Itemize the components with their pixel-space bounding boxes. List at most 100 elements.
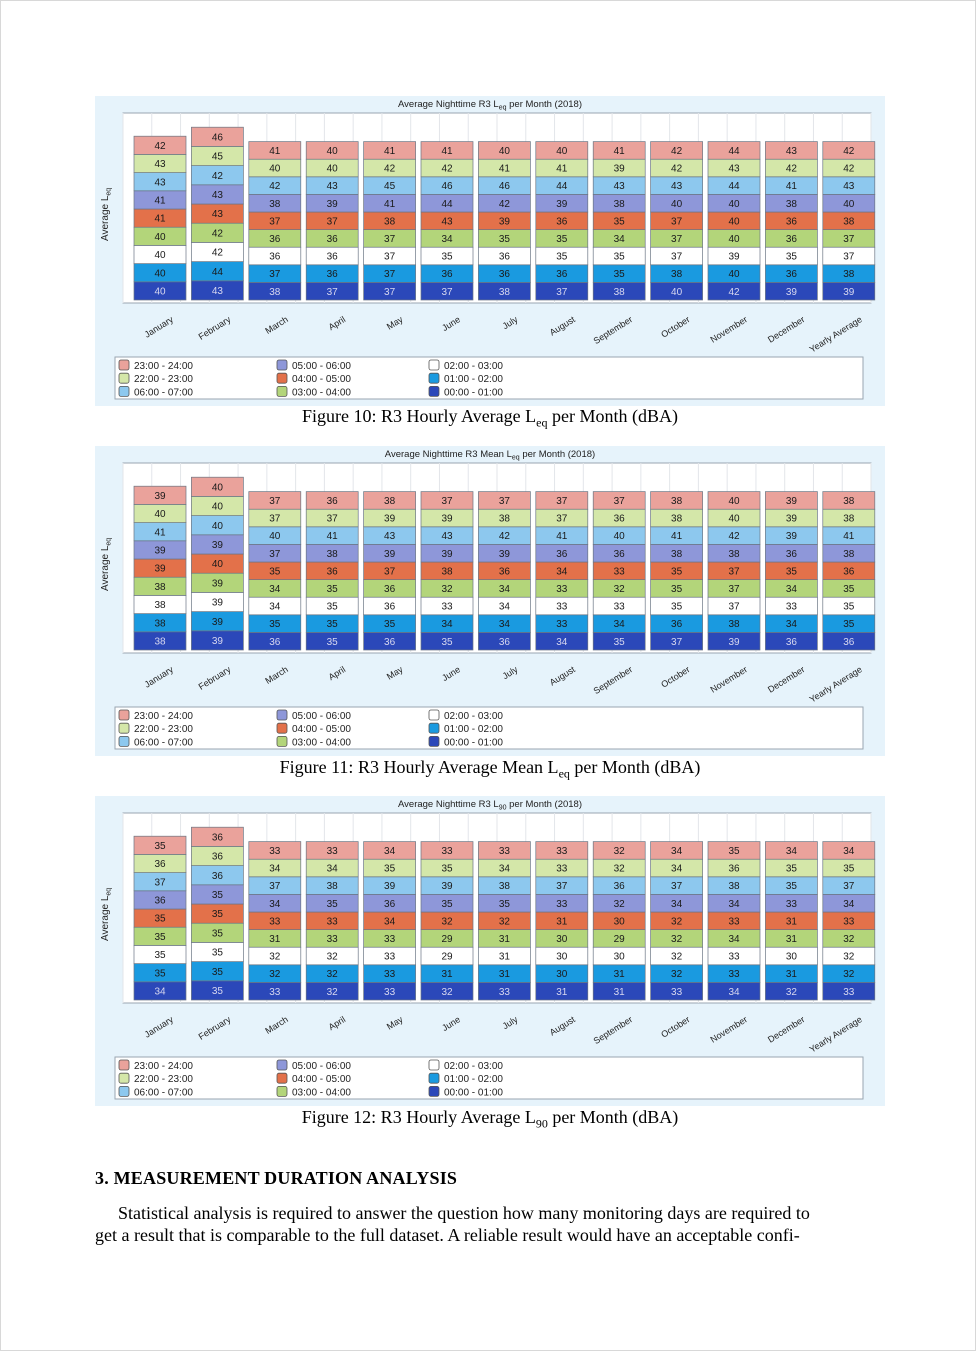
bar-value-label: 35: [384, 619, 396, 630]
bar-value-label: 39: [728, 252, 740, 263]
bar-value-label: 41: [499, 164, 511, 175]
legend-label: 00:00 - 01:00: [444, 737, 503, 748]
bar-value-label: 40: [843, 199, 855, 210]
bar-value-label: 34: [556, 637, 568, 648]
bar-value-label: 37: [671, 252, 683, 263]
bar-value-label: 33: [269, 987, 281, 998]
bar-value-label: 38: [786, 199, 798, 210]
bar-value-label: 33: [384, 987, 396, 998]
bar-value-label: 33: [327, 846, 339, 857]
bar-value-label: 36: [384, 584, 396, 595]
legend-swatch: [118, 359, 130, 371]
bar-value-label: 39: [843, 287, 855, 298]
legend-swatch: [276, 709, 288, 721]
bar-value-label: 37: [384, 252, 396, 263]
bar-value-label: 43: [154, 177, 166, 188]
bar-value-label: 34: [269, 584, 281, 595]
category-label: August: [548, 1014, 577, 1038]
bar-value-label: 35: [556, 252, 568, 263]
bar-value-label: 32: [786, 987, 798, 998]
bar-value-label: 36: [843, 637, 855, 648]
bar-segment: [478, 141, 531, 160]
bar-segment: [363, 141, 416, 160]
bar-segment: [420, 841, 474, 860]
bar-value-label: 43: [212, 286, 224, 297]
bar-value-label: 41: [327, 531, 339, 542]
bar-value-label: 33: [556, 864, 568, 875]
legend-label: 22:00 - 23:00: [134, 374, 193, 385]
legend-swatch: [118, 1085, 130, 1097]
bar-value-label: 44: [728, 146, 740, 157]
bar-value-label: 36: [441, 269, 453, 280]
bar-value-label: 41: [671, 531, 683, 542]
bar-value-label: 34: [269, 602, 281, 613]
bar-value-label: 36: [786, 549, 798, 560]
legend-label: 03:00 - 04:00: [292, 387, 351, 398]
bar-value-label: 40: [671, 287, 683, 298]
category-label: July: [501, 1014, 520, 1031]
bar-segment: [535, 141, 589, 160]
bar-value-label: 46: [499, 181, 511, 192]
legend-label: 02:00 - 03:00: [444, 361, 503, 372]
bar-value-label: 37: [441, 496, 453, 507]
bar-value-label: 41: [556, 164, 568, 175]
bar-value-label: 34: [441, 234, 453, 245]
bar-value-label: 37: [384, 234, 396, 245]
bar-value-label: 32: [614, 584, 626, 595]
bar-value-label: 38: [671, 496, 683, 507]
bar-value-label: 35: [556, 234, 568, 245]
bar-value-label: 39: [441, 549, 453, 560]
bar-value-label: 44: [728, 181, 740, 192]
legend-swatch: [276, 1072, 288, 1084]
bar-value-label: 34: [671, 864, 683, 875]
bar-value-label: 35: [786, 252, 798, 263]
bar-segment: [305, 491, 359, 510]
legend-label: 02:00 - 03:00: [444, 1061, 503, 1072]
bar-value-label: 41: [154, 214, 166, 225]
bar-value-label: 33: [556, 602, 568, 613]
bar-value-label: 37: [441, 287, 453, 298]
bar-segment: [650, 841, 703, 860]
bar-value-label: 42: [499, 199, 511, 210]
bar-value-label: 39: [614, 164, 626, 175]
bar-value-label: 30: [786, 952, 798, 963]
bar-value-label: 38: [843, 496, 855, 507]
category-label: October: [659, 314, 691, 339]
bar-value-label: 30: [556, 934, 568, 945]
bar-value-label: 32: [327, 987, 339, 998]
category-label: January: [143, 314, 176, 340]
bar-value-label: 31: [786, 934, 798, 945]
bar-value-label: 33: [614, 602, 626, 613]
bar-value-label: 33: [614, 566, 626, 577]
bar-value-label: 34: [499, 864, 511, 875]
bar-segment: [191, 826, 244, 847]
bar-value-label: 37: [728, 602, 740, 613]
legend-swatch: [118, 385, 130, 397]
bar-value-label: 35: [384, 864, 396, 875]
y-axis-label: Average Leq: [100, 538, 113, 591]
bar-value-label: 32: [441, 916, 453, 927]
y-axis-label: Average Leq: [100, 188, 113, 241]
category-label: October: [659, 664, 691, 689]
bar-value-label: 34: [728, 934, 740, 945]
bar-value-label: 36: [728, 864, 740, 875]
bar-value-label: 33: [786, 602, 798, 613]
bar-value-label: 35: [269, 566, 281, 577]
bar-value-label: 42: [843, 164, 855, 175]
legend-label: 05:00 - 06:00: [292, 711, 351, 722]
legend-swatch: [428, 1072, 440, 1084]
bar-value-label: 38: [614, 199, 626, 210]
bar-value-label: 33: [441, 602, 453, 613]
bar-value-label: 45: [212, 152, 224, 163]
category-label: May: [385, 314, 405, 332]
legend-label: 00:00 - 01:00: [444, 1087, 503, 1098]
bar-value-label: 37: [154, 877, 166, 888]
bar-value-label: 40: [212, 502, 224, 513]
bar-value-label: 40: [327, 146, 339, 157]
mean-leq-stacked-chart: Average Nighttime R3 Mean Leq per Month …: [100, 449, 876, 750]
bar-value-label: 35: [786, 881, 798, 892]
bar-value-label: 44: [556, 181, 568, 192]
bar-segment: [707, 491, 761, 510]
bar-segment: [650, 491, 703, 510]
legend-label: 00:00 - 01:00: [444, 387, 503, 398]
